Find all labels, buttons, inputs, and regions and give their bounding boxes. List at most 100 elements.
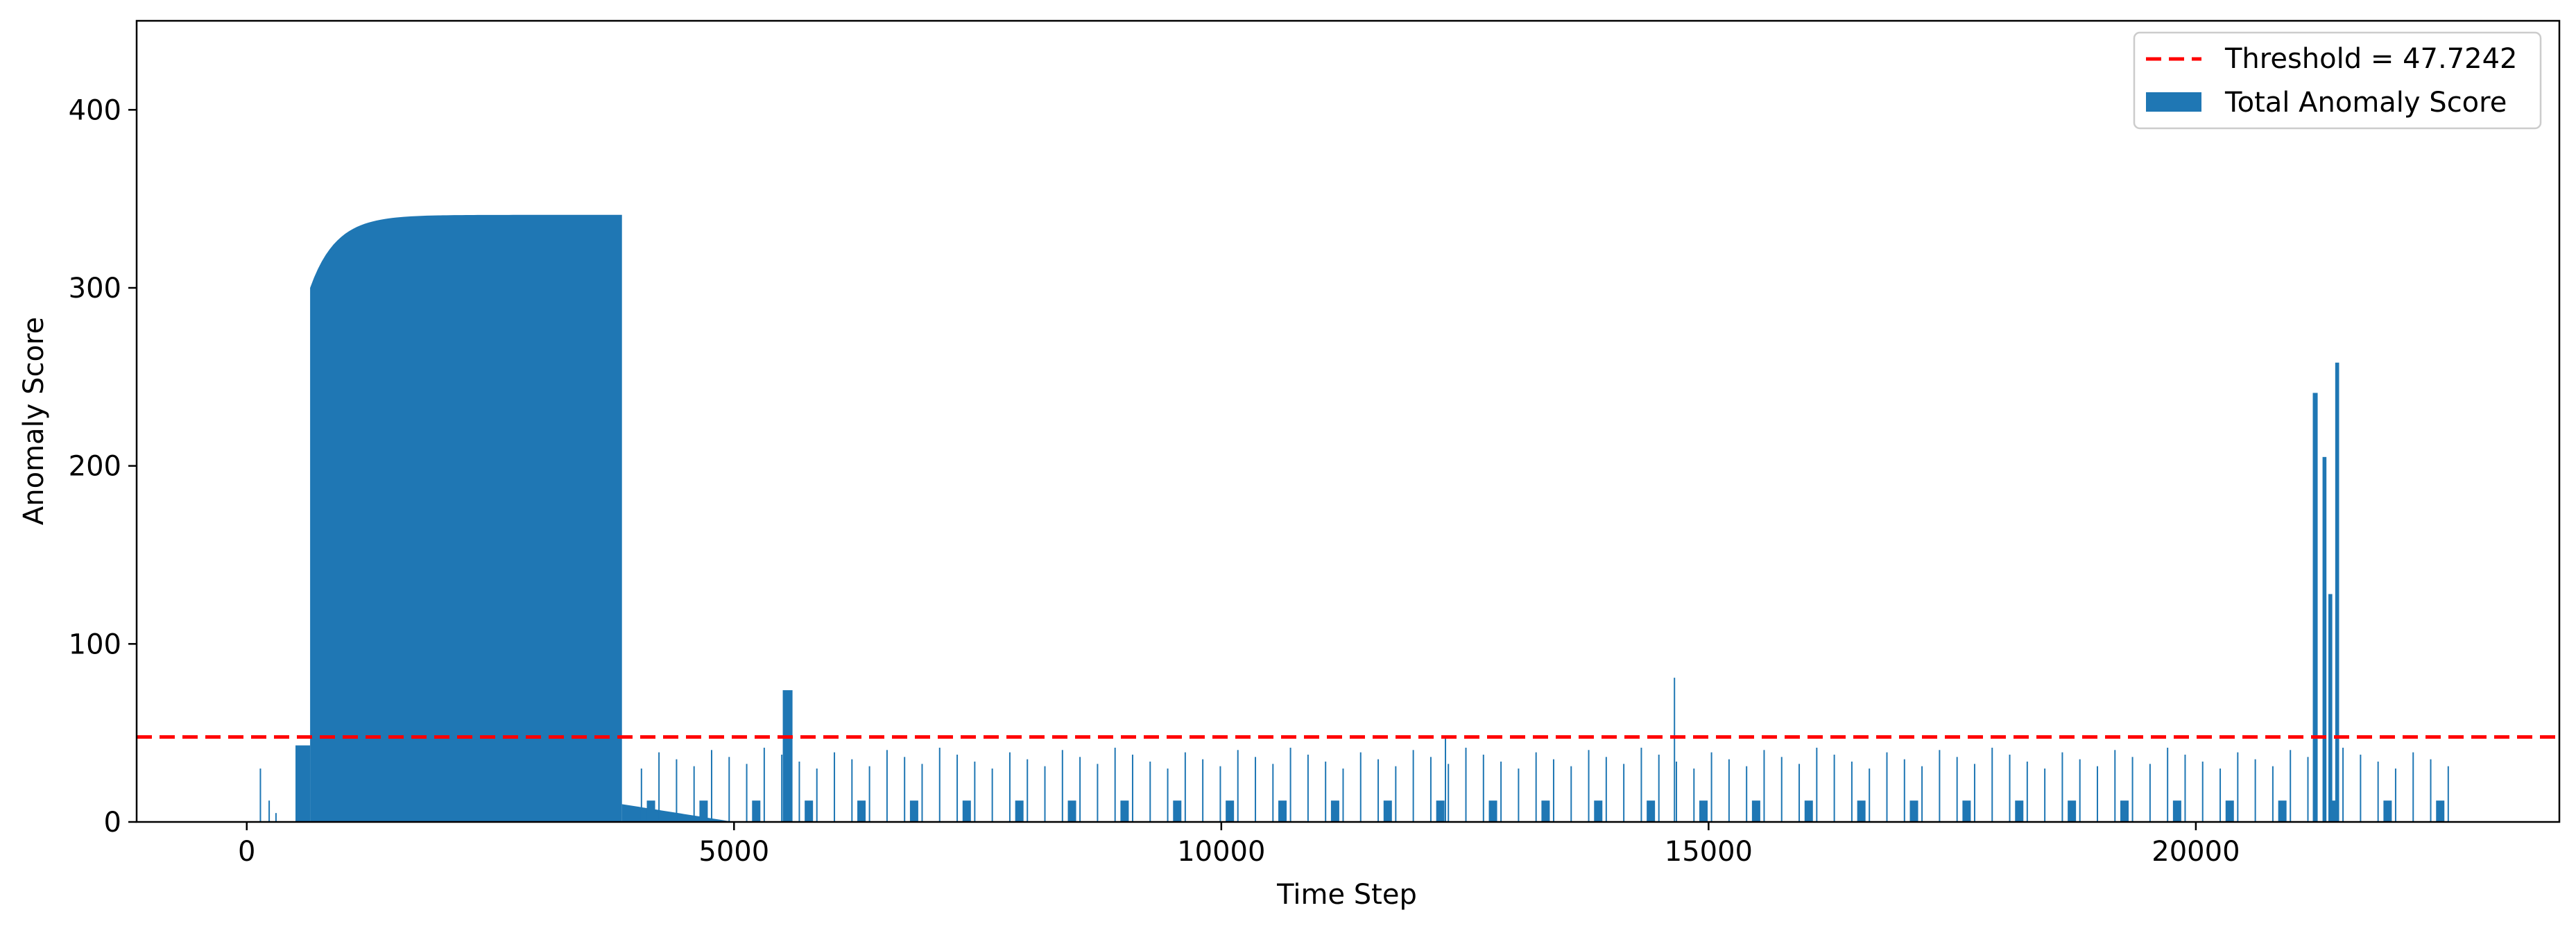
periodic-spike-86	[2149, 764, 2151, 822]
periodic-spike-61	[1710, 752, 1712, 822]
periodic-spike-23	[1044, 766, 1046, 822]
periodic-block-39	[1330, 800, 1339, 822]
periodic-spike-73	[1921, 766, 1923, 822]
periodic-block-51	[1541, 800, 1550, 822]
periodic-block-81	[2068, 800, 2077, 822]
periodic-spike-91	[2237, 752, 2239, 822]
periodic-spike-64	[1763, 750, 1765, 822]
periodic-spike-50	[1518, 769, 1520, 822]
periodic-block-45	[1436, 800, 1445, 822]
periodic-spike-0	[640, 769, 642, 822]
periodic-spike-76	[1973, 764, 1975, 822]
periodic-spike-79	[2026, 761, 2028, 822]
periodic-block-63	[1751, 800, 1760, 822]
anomaly-bar-6	[2328, 594, 2333, 822]
periodic-spike-66	[1798, 764, 1801, 822]
spike-0	[259, 769, 261, 822]
periodic-spike-54	[1588, 750, 1590, 822]
periodic-spike-77	[1991, 747, 1993, 822]
periodic-spike-58	[1658, 754, 1660, 822]
spike-7	[2336, 581, 2338, 822]
periodic-spike-85	[2131, 757, 2133, 822]
periodic-spike-32	[1202, 759, 1204, 822]
periodic-spike-78	[2009, 754, 2011, 822]
periodic-spike-48	[1482, 754, 1484, 822]
periodic-block-18	[962, 800, 971, 822]
periodic-block-54	[1594, 800, 1603, 822]
periodic-block-84	[2120, 800, 2129, 822]
x-tick-label-4: 20000	[2152, 836, 2240, 868]
periodic-spike-90	[2219, 769, 2222, 822]
periodic-block-75	[1962, 800, 1971, 822]
periodic-spike-9	[798, 761, 800, 822]
periodic-spike-7	[763, 747, 765, 822]
periodic-block-42	[1383, 800, 1392, 822]
periodic-spike-80	[2044, 769, 2046, 822]
periodic-spike-46	[1448, 764, 1450, 822]
x-tick-label-2: 10000	[1177, 836, 1265, 868]
y-axis: 0 100 200 300 400	[69, 94, 137, 839]
periodic-spike-35	[1255, 757, 1257, 822]
periodic-block-57	[1647, 800, 1656, 822]
periodic-block-6	[752, 800, 761, 822]
y-tick-label-1: 100	[69, 628, 121, 660]
periodic-spike-34	[1237, 750, 1239, 822]
periodic-spike-3	[693, 766, 695, 822]
periodic-spike-70	[1869, 769, 1871, 822]
spike-5	[2314, 679, 2316, 822]
legend-bar-swatch	[2146, 92, 2201, 112]
periodic-spike-47	[1465, 747, 1467, 822]
periodic-spike-71	[1886, 752, 1888, 822]
y-axis-label: Anomaly Score	[18, 317, 50, 525]
spike-2	[275, 813, 277, 822]
legend: Threshold = 47.7242 Total Anomaly Score	[2133, 31, 2542, 130]
periodic-spike-20	[991, 769, 993, 822]
periodic-spike-72	[1903, 759, 1905, 822]
legend-threshold-label: Threshold = 47.7242	[2224, 43, 2517, 75]
periodic-spike-6	[746, 764, 748, 822]
periodic-block-69	[1857, 800, 1866, 822]
legend-bar-label: Total Anomaly Score	[2224, 87, 2507, 119]
x-tick-label-1: 5000	[698, 836, 769, 868]
periodic-spike-60	[1693, 769, 1695, 822]
periodic-spike-96	[2324, 764, 2326, 822]
periodic-spike-99	[2377, 761, 2379, 822]
periodic-spike-39	[1325, 761, 1327, 822]
periodic-block-21	[1015, 800, 1024, 822]
periodic-block-33	[1226, 800, 1235, 822]
periodic-spike-55	[1605, 757, 1607, 822]
periodic-spike-2	[676, 759, 678, 822]
periodic-spike-52	[1552, 759, 1554, 822]
periodic-spike-88	[2184, 754, 2186, 822]
periodic-spike-43	[1395, 766, 1397, 822]
periodic-spike-25	[1079, 757, 1081, 822]
periodic-spike-53	[1570, 766, 1572, 822]
periodic-spike-8	[781, 754, 783, 822]
periodic-spike-42	[1377, 759, 1380, 822]
y-tick-label-4: 400	[69, 94, 121, 126]
periodic-spike-40	[1342, 769, 1344, 822]
periodic-spike-5	[728, 757, 730, 822]
periodic-spike-75	[1956, 757, 1958, 822]
periodic-spike-84	[2114, 750, 2116, 822]
periodic-block-102	[2436, 800, 2445, 822]
x-tick-label-0: 0	[238, 836, 255, 868]
periodic-spike-26	[1097, 764, 1099, 822]
periodic-spike-57	[1640, 747, 1642, 822]
periodic-spike-62	[1728, 759, 1730, 822]
periodic-spike-1	[658, 752, 660, 822]
anomaly-bar-3	[782, 690, 793, 822]
periodic-block-72	[1909, 800, 1918, 822]
periodic-block-15	[909, 800, 918, 822]
spike-1	[268, 800, 271, 822]
periodic-spike-15	[904, 757, 906, 822]
periodic-spike-103	[2447, 766, 2449, 822]
periodic-spike-24	[1061, 750, 1063, 822]
x-tick-label-3: 15000	[1665, 836, 1753, 868]
periodic-spike-30	[1167, 769, 1169, 822]
periodic-spike-45	[1429, 757, 1432, 822]
periodic-spike-19	[974, 761, 976, 822]
y-tick-label-2: 200	[69, 451, 121, 483]
periodic-block-12	[857, 800, 866, 822]
